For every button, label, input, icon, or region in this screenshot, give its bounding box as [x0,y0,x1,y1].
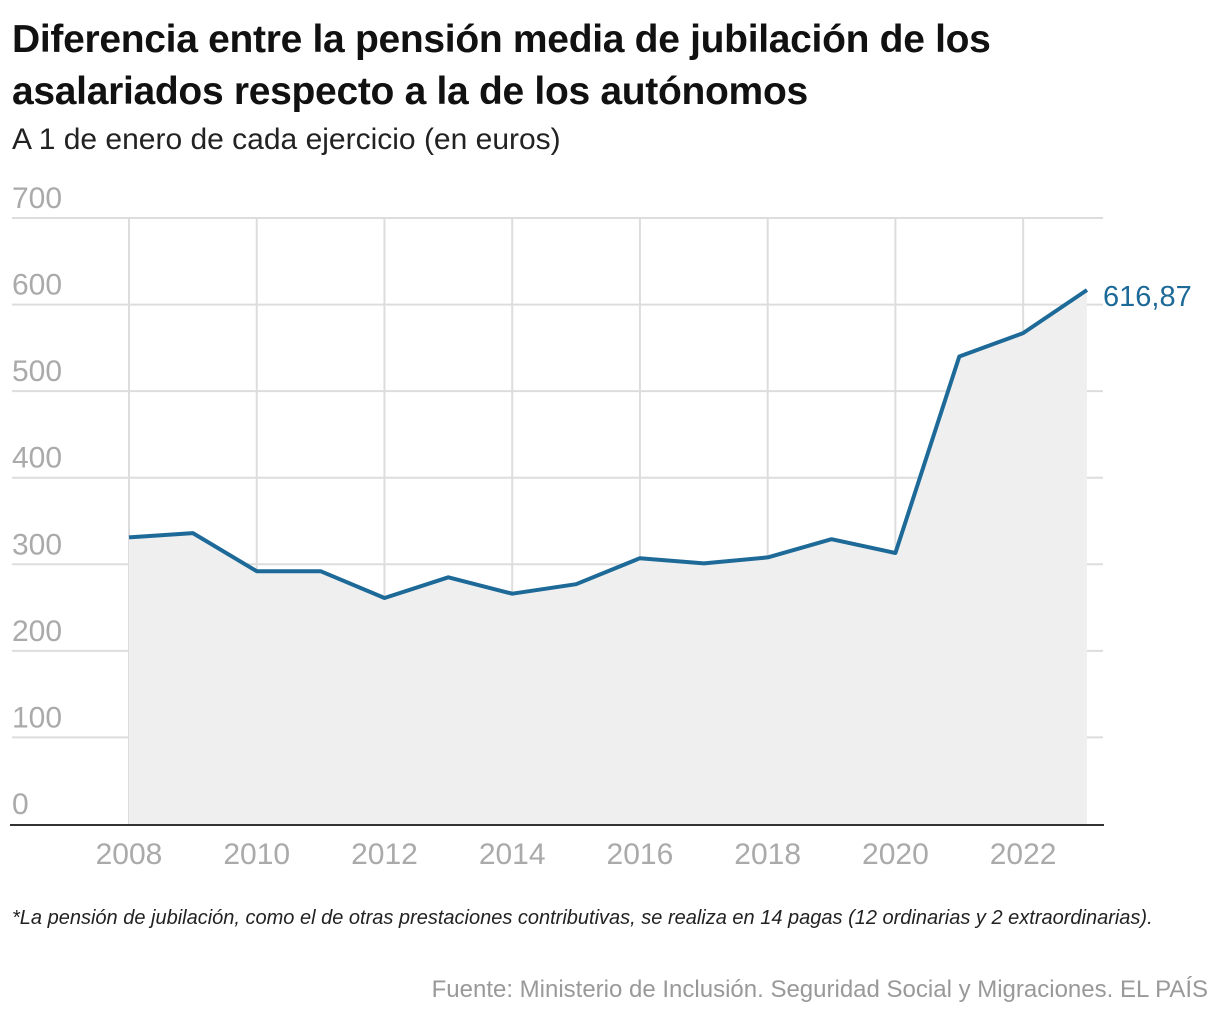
y-axis-ticks: 0 100 200 300 400 500 600 700 [12,182,62,821]
end-value-label: 616,87 [1103,281,1192,313]
y-tick-label: 700 [12,182,62,215]
x-tick-label: 2012 [351,838,418,871]
y-tick-label: 200 [12,615,62,648]
x-tick-label: 2018 [734,838,801,871]
x-axis-ticks: 2008 2010 2012 2014 2016 2018 2020 2022 [96,838,1057,871]
x-tick-label: 2022 [990,838,1057,871]
x-tick-label: 2010 [223,838,290,871]
footnote: *La pensión de jubilación, como el de ot… [12,907,1153,929]
area-fill [129,290,1087,824]
data-line [128,288,1089,600]
y-tick-label: 300 [12,528,62,561]
y-tick-label: 400 [12,442,62,475]
y-tick-label: 600 [12,269,62,302]
x-tick-label: 2014 [479,838,546,871]
x-tick-label: 2020 [862,838,929,871]
y-tick-label: 0 [12,788,29,821]
y-tick-label: 100 [12,701,62,734]
chart-title: Diferencia entre la pensión media de jub… [12,18,991,113]
x-tick-label: 2016 [607,838,674,871]
chart-subtitle: A 1 de enero de cada ejercicio (en euros… [12,123,561,156]
y-tick-label: 500 [12,355,62,388]
source-credit: Fuente: Ministerio de Inclusión. Segurid… [431,976,1208,1003]
x-tick-label: 2008 [96,838,163,871]
